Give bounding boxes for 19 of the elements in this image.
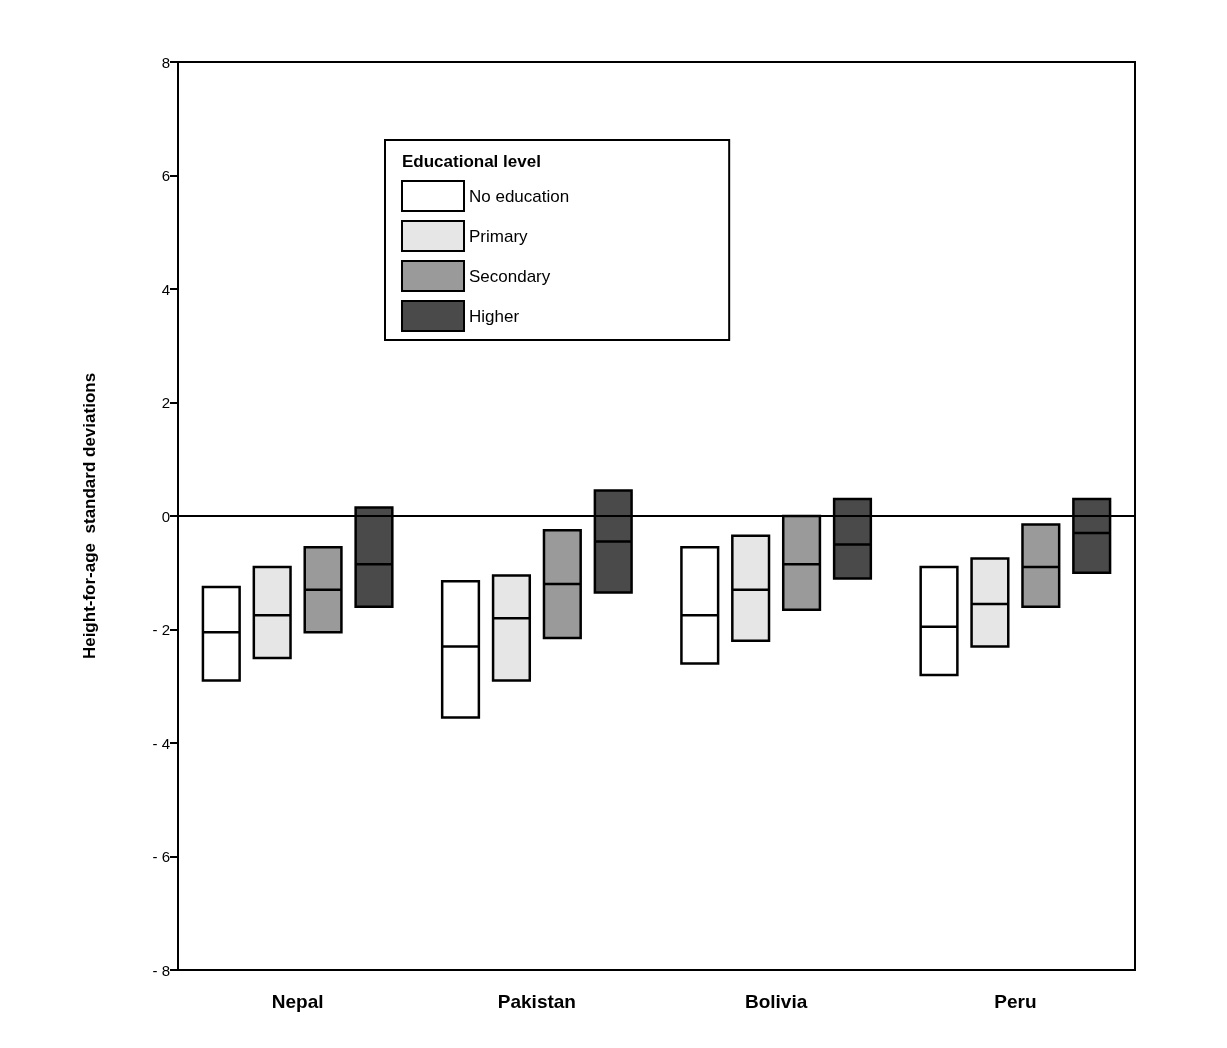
x-tick-label: Peru (994, 991, 1037, 1012)
y-tick-label: - 6 (152, 848, 170, 865)
legend-label: Secondary (469, 266, 551, 286)
x-tick-label: Pakistan (497, 991, 576, 1012)
y-tick-label: 6 (161, 167, 170, 184)
legend-label: Higher (469, 306, 520, 326)
y-tick-label: - 4 (152, 734, 170, 752)
legend-label: No education (469, 186, 570, 206)
y-tick-label: 8 (161, 53, 170, 71)
legend-title: Educational level (402, 152, 541, 171)
x-tick-label: Bolivia (744, 991, 808, 1012)
legend-label: Primary (469, 226, 529, 246)
y-tick-label: - 2 (152, 621, 170, 638)
y-tick-label: 4 (161, 280, 170, 298)
y-tick-label: - 8 (152, 961, 170, 979)
y-tick-label: 2 (161, 394, 170, 411)
y-tick-label: 0 (161, 507, 170, 525)
x-tick-label: Nepal (271, 991, 324, 1012)
y-axis-title: Height-for-age standard deviations (80, 372, 99, 660)
